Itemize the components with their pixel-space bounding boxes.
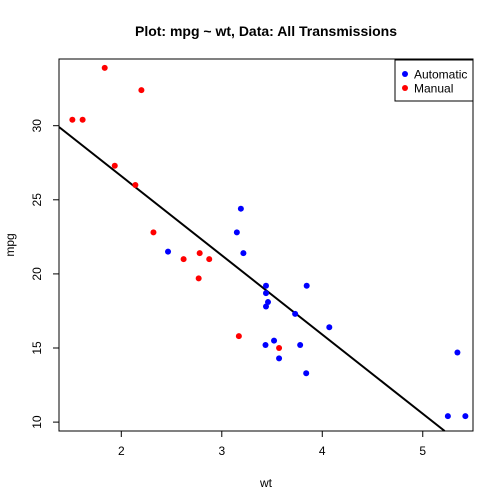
y-axis-label: mpg [3, 233, 17, 256]
regression-line [58, 126, 446, 432]
point-automatic [297, 342, 304, 349]
point-automatic [444, 413, 451, 420]
y-tick-label: 15 [30, 341, 44, 355]
point-manual [195, 275, 202, 282]
point-automatic [263, 290, 269, 297]
x-axis-label: wt [259, 476, 273, 490]
legend-label-manual: Manual [414, 82, 453, 96]
point-automatic [454, 349, 461, 356]
x-tick-label: 3 [218, 444, 225, 458]
y-tick-label: 10 [30, 415, 44, 429]
point-manual [206, 256, 213, 263]
point-automatic [276, 355, 283, 362]
point-manual [132, 181, 139, 188]
plot-area [58, 58, 474, 432]
data-points [69, 64, 469, 420]
point-automatic [263, 282, 269, 289]
point-automatic [271, 337, 278, 344]
y-tick-label: 30 [30, 119, 44, 133]
point-manual [276, 345, 283, 352]
point-automatic [263, 303, 269, 310]
chart-title: Plot: mpg ~ wt, Data: All Transmissions [135, 23, 397, 39]
y-axis: 10 15 20 25 30 [30, 119, 59, 429]
y-tick-label: 20 [30, 267, 44, 281]
legend-marker-manual [402, 85, 408, 91]
point-manual [101, 64, 108, 71]
legend-marker-automatic [402, 71, 408, 77]
point-automatic [233, 229, 240, 236]
x-tick-label: 5 [419, 444, 426, 458]
point-automatic [292, 310, 299, 317]
legend: Automatic Manual [394, 59, 474, 102]
point-manual [150, 229, 157, 236]
regression-line-path [58, 126, 446, 432]
point-automatic [262, 342, 269, 349]
point-manual [180, 256, 187, 263]
point-automatic [462, 413, 469, 420]
point-manual [79, 116, 86, 123]
point-manual [111, 162, 118, 169]
point-automatic [326, 324, 333, 331]
point-manual [235, 333, 242, 340]
x-axis: 2 3 4 5 [118, 431, 426, 458]
point-automatic [303, 282, 310, 289]
point-manual [138, 87, 145, 94]
x-tick-label: 4 [319, 444, 326, 458]
legend-label-automatic: Automatic [414, 68, 467, 82]
point-manual [196, 250, 203, 257]
point-automatic [165, 248, 172, 255]
x-tick-label: 2 [118, 444, 125, 458]
point-automatic [237, 205, 244, 212]
legend-box [394, 59, 474, 102]
point-automatic [303, 370, 310, 377]
point-automatic [240, 250, 247, 257]
y-tick-label: 25 [30, 193, 44, 207]
point-manual [69, 116, 76, 123]
